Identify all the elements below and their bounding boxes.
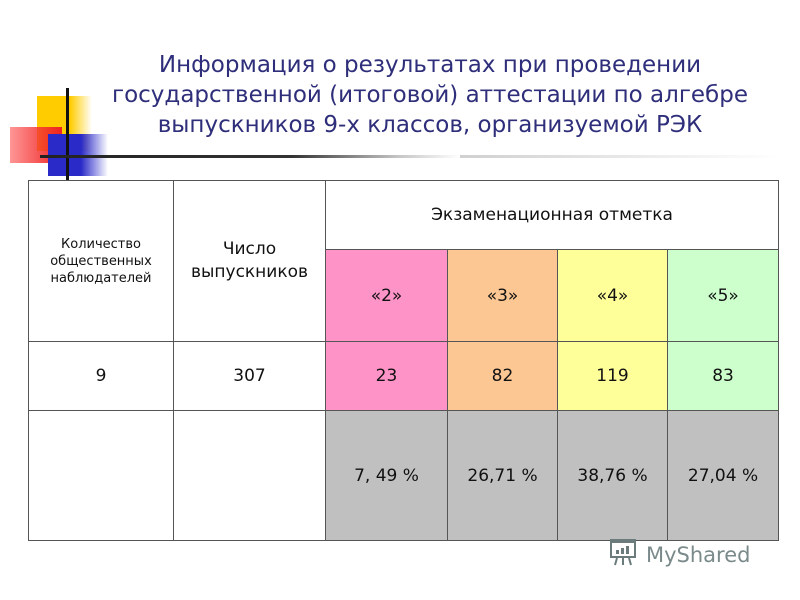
cell-count-mark-4: 119 xyxy=(557,341,668,411)
watermark: MyShared xyxy=(606,537,750,572)
header-mark-5: «5» xyxy=(666,249,780,342)
cell-observers-count: 9 xyxy=(28,341,174,411)
header-row-2: «2» «3» «4» «5» xyxy=(29,249,780,342)
cell-percent-mark-3: 26,71 % xyxy=(447,410,558,541)
slide-title: Информация о результатах при проведении … xyxy=(110,50,750,140)
watermark-text: MyShared xyxy=(646,542,751,567)
title-line-3: выпускников 9-х классов, организуемой РЭ… xyxy=(157,112,703,138)
cell-percent-mark-2: 7, 49 % xyxy=(325,410,448,541)
header-mark-4: «4» xyxy=(557,249,668,342)
presentation-board-icon xyxy=(606,537,640,572)
cell-graduates-empty xyxy=(173,410,326,541)
header-mark-2: «2» xyxy=(325,249,448,342)
cell-percent-mark-4: 38,76 % xyxy=(557,410,668,541)
cell-percent-mark-5: 27,04 % xyxy=(666,410,780,541)
header-graduates: Число выпускников xyxy=(173,180,326,342)
header-observers-label: Количество общественных наблюдателей xyxy=(50,236,152,286)
title-line-1: Информация о результатах при проведении xyxy=(158,52,702,78)
header-graduates-label: Число выпускников xyxy=(190,239,309,282)
title-line-2: государственной (итоговой) аттестации по… xyxy=(112,82,748,108)
cell-graduates-count: 307 xyxy=(173,341,326,411)
header-exam-mark: Экзаменационная отметка xyxy=(324,180,780,250)
header-row-1: Количество общественных наблюдателей Чис… xyxy=(28,180,780,342)
cell-count-mark-5: 83 xyxy=(666,341,780,411)
table-row-counts: 9 307 23 82 119 83 xyxy=(28,341,780,411)
title-underline-fade xyxy=(460,155,780,158)
header-observers: Количество общественных наблюдателей xyxy=(28,180,174,342)
table-row-percent: 7, 49 % 26,71 % 38,76 % 27,04 % xyxy=(28,410,780,541)
cell-count-mark-2: 23 xyxy=(325,341,448,411)
cell-observers-empty xyxy=(28,410,174,541)
title-underline xyxy=(40,155,460,158)
results-table: Количество общественных наблюдателей Чис… xyxy=(28,180,780,541)
cell-count-mark-3: 82 xyxy=(447,341,558,411)
decor-vertical-line xyxy=(66,88,69,180)
header-mark-3: «3» xyxy=(447,249,558,342)
